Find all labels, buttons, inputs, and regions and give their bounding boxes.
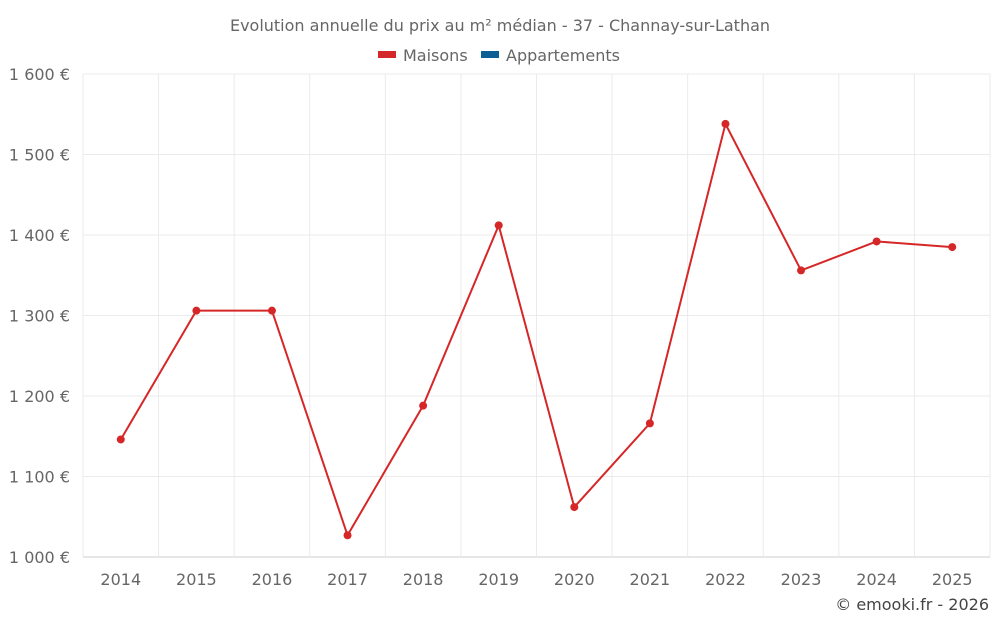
x-tick-label: 2015 [176,570,217,589]
legend-item-appartements[interactable]: Appartements [481,46,620,65]
series [116,119,957,540]
x-tick-label: 2019 [478,570,519,589]
x-tick-label: 2016 [252,570,293,589]
data-point[interactable] [494,221,503,230]
y-tick-label: 1 500 € [9,146,70,165]
data-point[interactable] [948,243,957,252]
x-tick-label: 2014 [100,570,141,589]
legend-label-appartements: Appartements [506,46,620,65]
y-tick-label: 1 300 € [9,307,70,326]
data-point[interactable] [419,401,428,410]
legend-item-maisons[interactable]: Maisons [378,46,468,65]
data-point[interactable] [570,503,579,512]
y-tick-label: 1 200 € [9,387,70,406]
y-tick-label: 1 400 € [9,226,70,245]
x-axis-labels: 2014 2015 2016 2017 2018 2019 2020 2021 2022 2023… [100,570,972,589]
grid [82,73,991,558]
x-tick-label: 2024 [856,570,897,589]
legend-swatch-maisons [378,51,396,58]
series-line-maisons [119,122,953,537]
data-point[interactable] [267,306,276,315]
data-point[interactable] [872,237,881,246]
x-tick-label: 2020 [554,570,595,589]
data-point[interactable] [343,531,352,540]
chart-title: Evolution annuelle du prix au m² médian … [230,16,770,35]
legend-label-maisons: Maisons [403,46,468,65]
data-point[interactable] [797,266,806,275]
y-axis-labels: 1 000 € 1 100 € 1 200 € 1 300 € 1 400 € 1 500… [9,65,70,567]
x-tick-label: 2022 [705,570,746,589]
y-tick-label: 1 000 € [9,548,70,567]
x-tick-label: 2025 [932,570,973,589]
y-tick-label: 1 100 € [9,468,70,487]
data-point[interactable] [721,119,730,128]
data-point[interactable] [116,435,125,444]
data-point[interactable] [192,306,201,315]
x-tick-label: 2023 [781,570,822,589]
legend-swatch-appartements [481,51,499,58]
x-tick-label: 2017 [327,570,368,589]
legend: Maisons Appartements [378,46,620,65]
credit-text: © emooki.fr - 2026 [835,595,989,614]
data-point[interactable] [645,419,654,428]
x-tick-label: 2018 [403,570,444,589]
x-tick-label: 2021 [630,570,671,589]
y-tick-label: 1 600 € [9,65,70,84]
